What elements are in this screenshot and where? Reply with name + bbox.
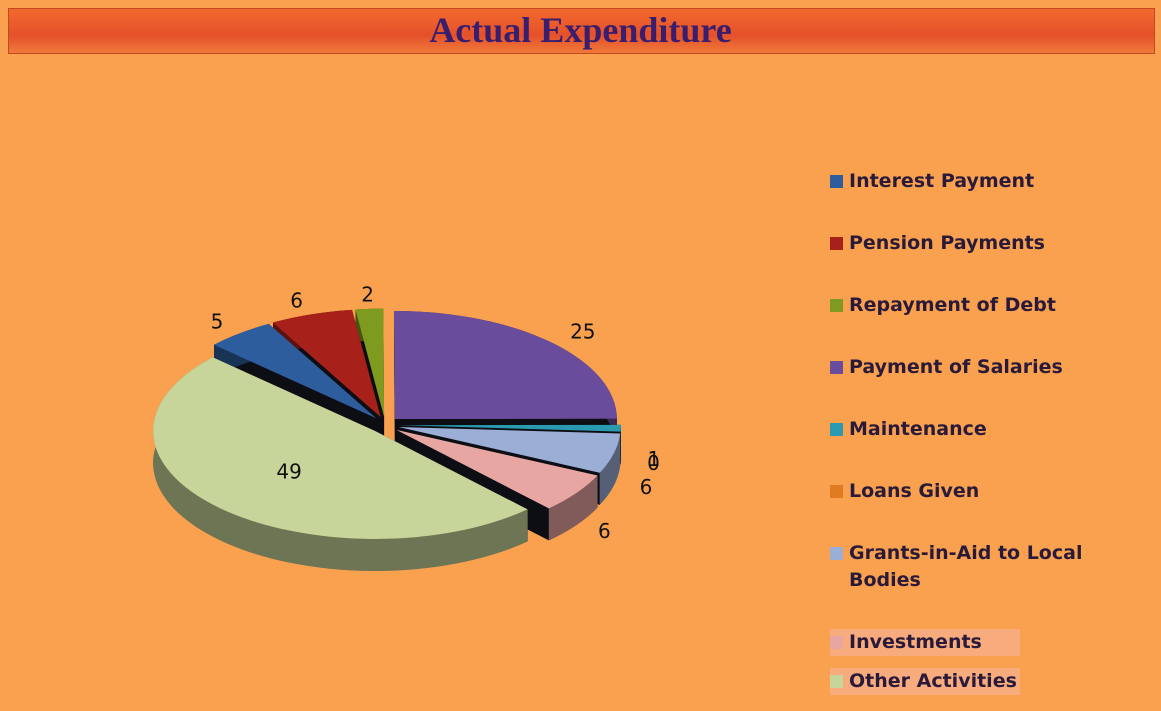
slice-rim <box>548 475 598 541</box>
legend-label: Other Activities <box>849 670 1017 692</box>
legend-item: Investments <box>830 629 1020 656</box>
legend-item: Repayment of Debt <box>830 292 1130 319</box>
legend-item: Loans Given <box>830 478 1130 505</box>
data-label: 6 <box>290 289 303 313</box>
title-banner <box>8 8 1155 54</box>
legend-swatch <box>830 675 843 688</box>
data-label: 1 <box>648 447 661 471</box>
legend-item: Interest Payment <box>830 168 1130 195</box>
slice-rim <box>599 433 621 505</box>
slice <box>153 357 528 539</box>
legend-swatch <box>830 636 843 649</box>
legend-label: Investments <box>849 631 982 653</box>
slice <box>214 323 377 419</box>
data-label: 0 <box>647 451 660 475</box>
legend-label: Interest Payment <box>849 170 1035 192</box>
legend-item: Grants-in-Aid to Local Bodies <box>830 540 1130 594</box>
slice <box>272 309 381 418</box>
slice <box>398 424 621 432</box>
slice <box>396 429 598 509</box>
chart-title: Actual Expenditure <box>429 10 732 50</box>
legend-swatch <box>830 423 843 436</box>
legend-label: Grants-in-Aid to Local Bodies <box>849 542 1083 591</box>
slice <box>398 427 621 473</box>
legend-label: Loans Given <box>849 480 980 502</box>
legend-item: Pension Payments <box>830 230 1130 257</box>
data-label: 5 <box>211 310 224 334</box>
legend-swatch <box>830 547 843 560</box>
data-label: 6 <box>640 475 653 499</box>
legend-swatch <box>830 299 843 312</box>
slice <box>394 311 617 420</box>
data-label: 25 <box>570 320 595 344</box>
data-label: 6 <box>598 519 611 543</box>
legend-swatch <box>830 237 843 250</box>
legend-item: Other Activities <box>830 668 1020 695</box>
legend-swatch <box>830 361 843 374</box>
legend-label: Maintenance <box>849 418 987 440</box>
legend-item: Maintenance <box>830 416 1130 443</box>
legend-label: Repayment of Debt <box>849 294 1056 316</box>
legend-swatch <box>830 485 843 498</box>
slice-wall <box>394 311 395 452</box>
data-label: 49 <box>276 460 301 484</box>
legend: Interest Payment Pension Payments Repaymen… <box>830 168 1130 707</box>
legend-swatch <box>830 175 843 188</box>
legend-label: Payment of Salaries <box>849 356 1063 378</box>
legend-label: Pension Payments <box>849 232 1045 254</box>
slice <box>355 308 385 417</box>
data-label: 2 <box>361 282 374 306</box>
legend-item: Payment of Salaries <box>830 354 1130 381</box>
